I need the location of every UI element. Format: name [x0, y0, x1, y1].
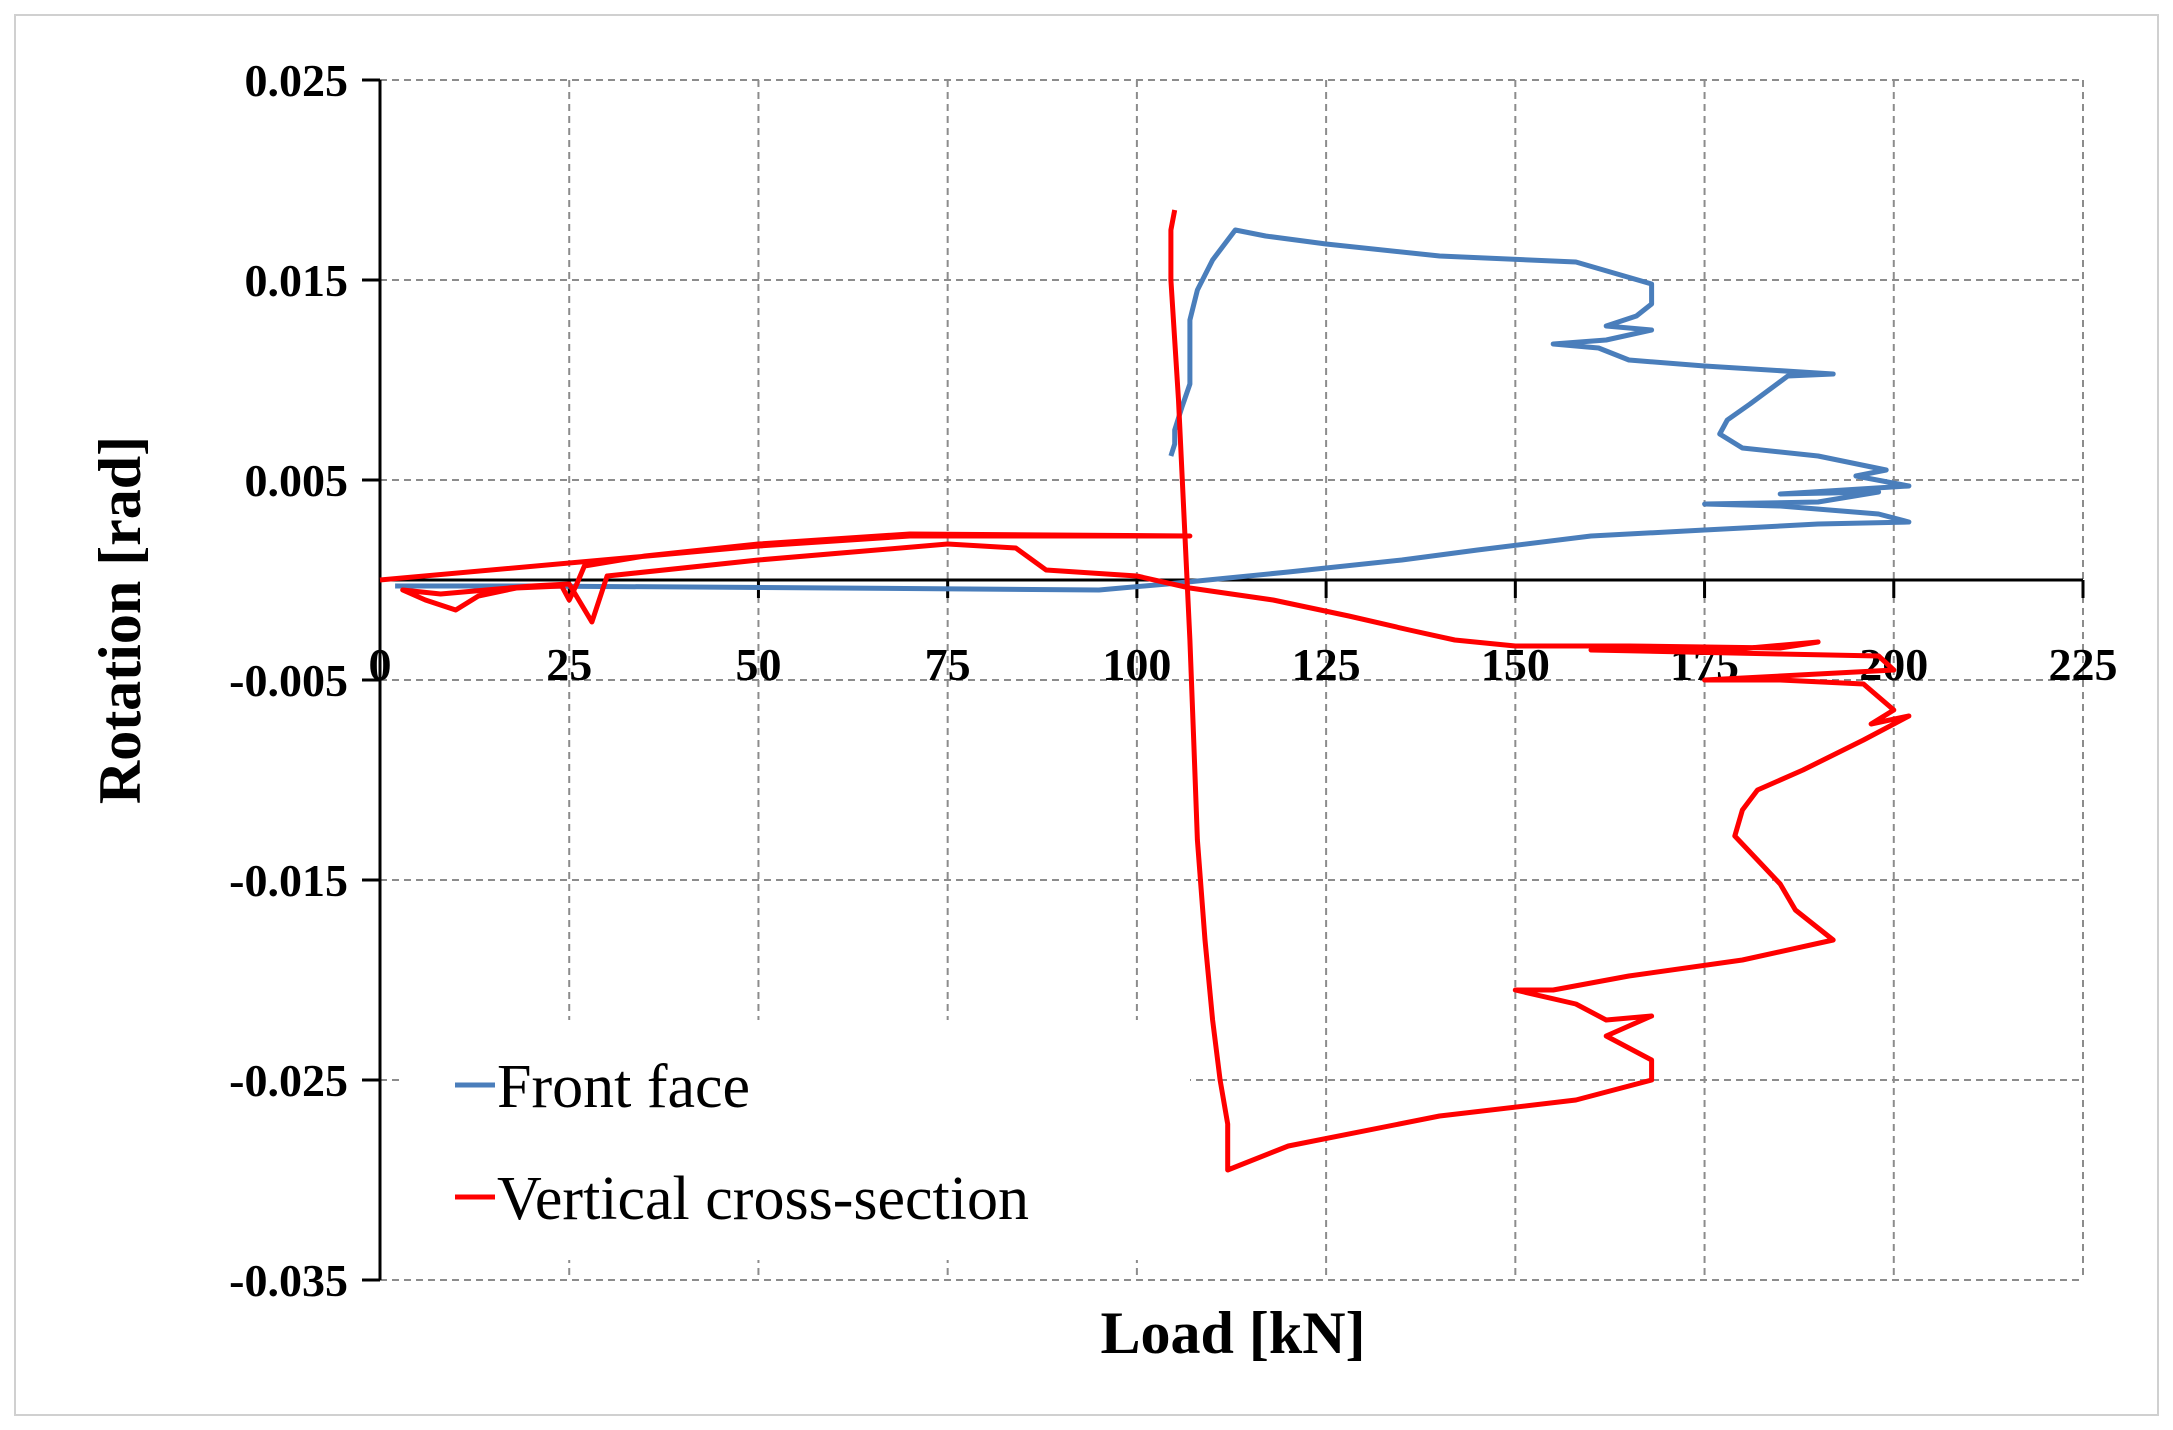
- series-line-1: [379, 209, 1912, 1173]
- x-tick-label: 75: [925, 639, 971, 690]
- legend: Front face Vertical cross-section: [400, 1020, 1190, 1260]
- y-tick-label: -0.035: [229, 1255, 348, 1306]
- x-tick-label: 200: [1859, 639, 1928, 690]
- y-tick-label: 0.015: [245, 255, 349, 306]
- y-tick-label: -0.025: [229, 1055, 348, 1106]
- x-tick-label: 125: [1292, 639, 1361, 690]
- x-tick-label: 25: [546, 639, 592, 690]
- legend-box: [400, 1020, 1190, 1260]
- x-tick-label: 225: [2049, 639, 2118, 690]
- legend-label-1: Vertical cross-section: [497, 1165, 1029, 1233]
- x-tick-label: 0: [369, 639, 392, 690]
- x-tick-label: 100: [1102, 639, 1171, 690]
- y-tick-label: 0.025: [245, 55, 349, 106]
- series-line-0: [395, 227, 1912, 593]
- x-axis-title: Load [kN]: [1100, 1300, 1365, 1366]
- x-tick-label: 50: [735, 639, 781, 690]
- y-tick-label: -0.005: [229, 655, 348, 706]
- data-series: [379, 209, 1912, 1173]
- y-axis-title: Rotation [rad]: [87, 436, 153, 804]
- legend-label-0: Front face: [497, 1053, 750, 1121]
- y-tick-label: 0.005: [245, 455, 349, 506]
- y-tick-label: -0.015: [229, 855, 348, 906]
